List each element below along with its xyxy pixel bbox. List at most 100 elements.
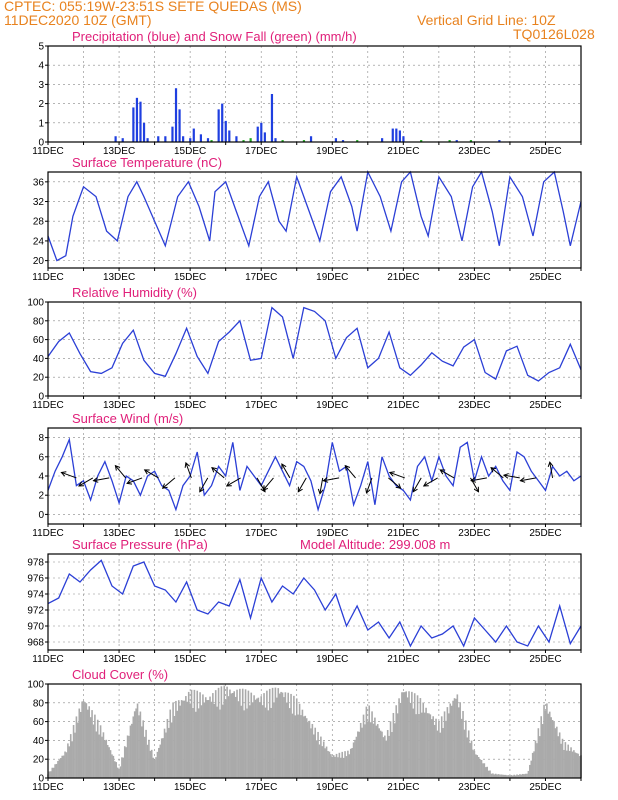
wind-arrow — [126, 477, 143, 484]
precip-bar — [274, 138, 277, 142]
x-tick-label: 11DEC — [32, 146, 64, 157]
cloud-bar — [128, 735, 130, 778]
plot-frame — [47, 553, 582, 651]
cloud-bar — [570, 747, 572, 778]
cloud-bar — [494, 773, 497, 778]
cloud-bar — [470, 740, 473, 778]
cloud-bar — [160, 738, 163, 778]
cloud-bar — [50, 771, 52, 778]
cloud-bar — [223, 685, 226, 778]
snow-bar — [302, 140, 306, 142]
cloud-bar — [367, 721, 369, 778]
x-tick-label: 19DEC — [316, 528, 348, 539]
y-tick-label: 8 — [38, 433, 44, 444]
cloud-bar — [256, 698, 258, 778]
cloud-bar — [558, 732, 561, 778]
cloud-bar — [374, 717, 376, 778]
cloud-bar — [142, 720, 145, 778]
cloud-bar — [209, 696, 211, 778]
snow-bar — [210, 140, 213, 142]
cloud-bar — [266, 690, 268, 778]
cloud-bar — [537, 728, 540, 778]
precip-bar — [224, 120, 227, 142]
cloud-bar — [86, 709, 89, 778]
cloud-bar — [136, 703, 139, 778]
cloud-bar — [58, 759, 61, 778]
cloud-bar — [514, 775, 517, 778]
cloud-bar — [567, 744, 570, 778]
cloud-bar — [74, 732, 76, 778]
y-tick-label: 100 — [27, 680, 44, 691]
x-tick-label: 15DEC — [174, 146, 206, 157]
precip-bar — [263, 132, 266, 142]
cloud-bar — [153, 759, 156, 778]
y-tick-label: 978 — [27, 558, 44, 569]
cloud-bar — [359, 722, 362, 778]
wind-arrow-head — [388, 471, 395, 477]
cloud-bar — [477, 757, 480, 778]
wind-arrow — [490, 467, 504, 479]
precip-bar — [395, 128, 398, 142]
cloud-bar — [418, 714, 420, 778]
cloud-bar — [261, 705, 264, 778]
cloud-bar — [297, 714, 299, 778]
cloud-bar — [101, 736, 103, 778]
y-tick-label: 968 — [27, 638, 44, 649]
x-tick-label: 15DEC — [174, 654, 206, 665]
y-tick-label: 28 — [33, 217, 45, 228]
cloud-bar — [368, 705, 371, 778]
cloud-bar — [376, 724, 379, 778]
cloud-bar — [187, 691, 190, 778]
cloud-bar — [254, 699, 257, 778]
cloud-bar — [364, 724, 366, 778]
wind-arrow-head — [297, 486, 303, 493]
cloud-bar — [342, 757, 345, 778]
wind-arrow-head — [211, 466, 217, 473]
y-tick-label: 0 — [38, 392, 44, 403]
precip-bar — [498, 140, 501, 142]
cloud-bar — [79, 711, 82, 778]
cloud-bar — [240, 705, 243, 778]
precip-bar — [132, 107, 135, 142]
cloud-bar — [419, 698, 422, 778]
wind-arrow-head — [126, 479, 133, 485]
cloud-bar — [196, 690, 199, 778]
precip-bar — [178, 109, 181, 142]
cloud-bar — [546, 703, 548, 778]
cloud-bar — [551, 719, 554, 778]
cloud-bar — [118, 768, 120, 778]
x-tick-label: 21DEC — [387, 272, 419, 283]
wind-arrow-head — [199, 486, 205, 493]
y-tick-label: 0 — [38, 774, 44, 785]
cloud-bar — [170, 722, 173, 778]
cloud-bar — [573, 750, 575, 778]
cloud-bar — [141, 726, 143, 778]
cloud-bar — [202, 694, 204, 778]
cloud-bar — [334, 756, 336, 778]
y-tick-label: 974 — [27, 590, 44, 601]
y-tick-label: 2 — [38, 491, 44, 502]
cloud-bar — [312, 734, 315, 778]
precip-bar — [139, 101, 142, 142]
cloud-bar — [220, 686, 223, 778]
cloud-bar — [267, 710, 270, 778]
cloud-bar — [433, 724, 436, 778]
cloud-bar — [339, 757, 342, 778]
cloud-bar — [298, 703, 301, 778]
x-tick-label: 15DEC — [174, 400, 206, 411]
wind-arrow-head — [502, 473, 509, 479]
wind-arrow — [389, 471, 405, 479]
cloud-bar — [506, 775, 508, 778]
cloud-bar — [91, 710, 93, 778]
cloud-bar — [378, 728, 380, 778]
cloud-bar — [484, 767, 487, 778]
x-tick-label: 17DEC — [245, 528, 277, 539]
cloud-bar — [426, 713, 429, 778]
cloud-bar — [217, 687, 220, 778]
cloud-bar — [455, 698, 457, 778]
cloud-bar — [520, 774, 523, 778]
cloud-bar — [222, 704, 224, 778]
cloud-bar — [317, 731, 319, 778]
x-tick-label: 19DEC — [316, 146, 348, 157]
snow-bar — [356, 140, 359, 142]
